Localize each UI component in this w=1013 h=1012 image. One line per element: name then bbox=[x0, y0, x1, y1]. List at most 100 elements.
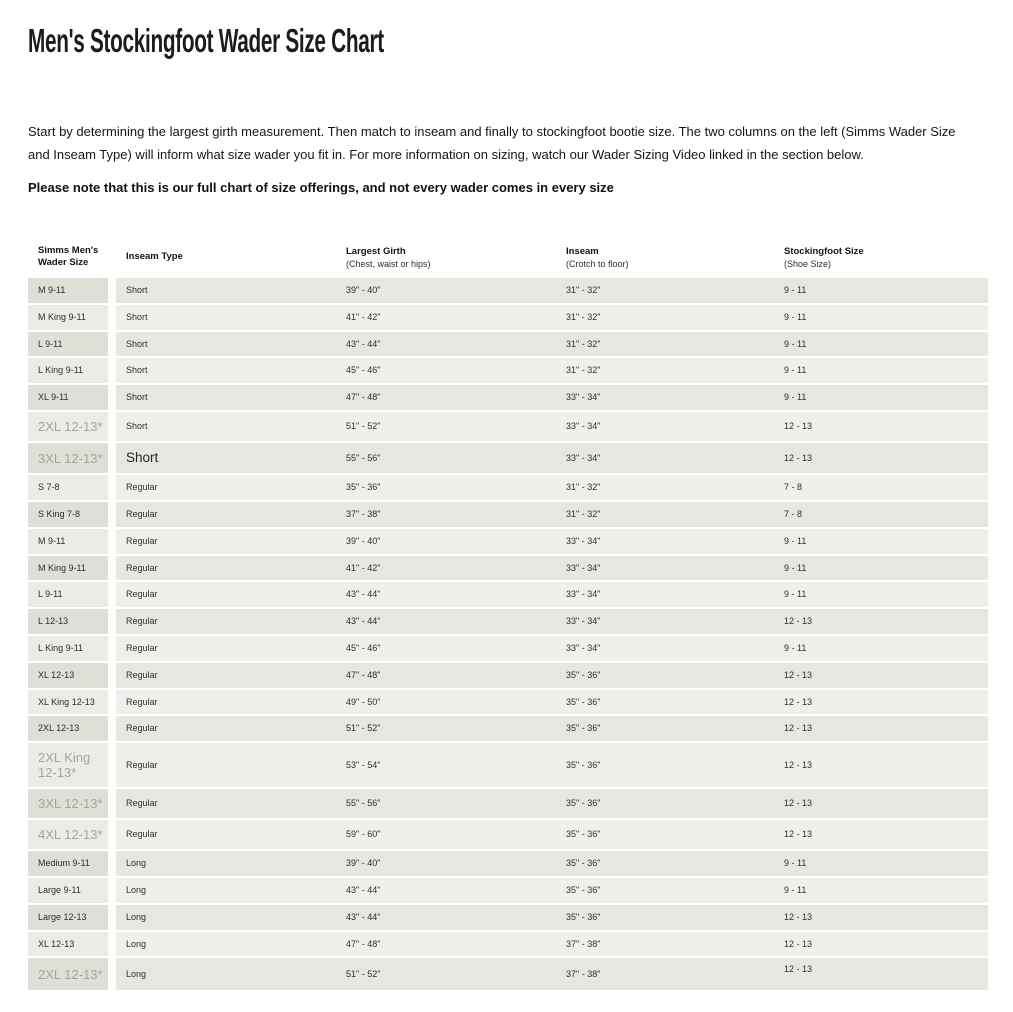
cell-largest-girth: 41" - 42" bbox=[336, 304, 556, 330]
cell-wader-size: XL 12-13 bbox=[28, 662, 116, 688]
cell-inseam-type: Regular bbox=[116, 716, 336, 742]
header-wader-size-label: Simms Men's Wader Size bbox=[38, 245, 99, 268]
cell-inseam-type: Short bbox=[116, 304, 336, 330]
cell-inseam: 33" - 34" bbox=[556, 385, 774, 410]
cell-inseam-type: Short bbox=[116, 358, 336, 384]
cell-wader-size: 2XL 12-13 bbox=[28, 716, 116, 742]
cell-inseam: 33" - 34" bbox=[556, 411, 774, 441]
cell-inseam-type: Regular bbox=[116, 555, 336, 581]
cell-wader-size: L 9-11 bbox=[28, 331, 116, 357]
cell-stockingfoot-size: 12 - 13 bbox=[774, 743, 988, 788]
cell-inseam: 35" - 36" bbox=[556, 820, 774, 850]
table-row: XL 12-13 Long 47" - 48" 37" - 38" 12 - 13 bbox=[28, 931, 988, 957]
cell-inseam: 31" - 32" bbox=[556, 475, 774, 500]
cell-wader-size: L King 9-11 bbox=[28, 635, 116, 661]
cell-largest-girth: 43" - 44" bbox=[336, 904, 556, 930]
table-row: 2XL 12-13* Short 51" - 52" 33" - 34" 12 - 13 bbox=[28, 411, 988, 441]
cell-stockingfoot-size: 12 - 13 bbox=[774, 931, 988, 957]
cell-wader-size: 2XL 12-13* bbox=[28, 411, 116, 441]
cell-wader-size: Large 12-13 bbox=[28, 904, 116, 930]
cell-inseam-type: Short bbox=[116, 331, 336, 357]
table-row: Medium 9-11 Long 39" - 40" 35" - 36" 9 - 11 bbox=[28, 851, 988, 876]
table-row: M King 9-11 Regular 41" - 42" 33" - 34" 9 - … bbox=[28, 555, 988, 581]
header-inseam-type: Inseam Type bbox=[116, 245, 336, 276]
header-wader-size: Simms Men's Wader Size bbox=[28, 245, 116, 276]
cell-stockingfoot-size: 9 - 11 bbox=[774, 385, 988, 410]
cell-inseam-type: Short bbox=[116, 385, 336, 410]
cell-wader-size: M King 9-11 bbox=[28, 555, 116, 581]
table-row: 2XL 12-13 Regular 51" - 52" 35" - 36" 12 - 1… bbox=[28, 716, 988, 742]
cell-inseam: 31" - 32" bbox=[556, 331, 774, 357]
cell-inseam-type: Regular bbox=[116, 662, 336, 688]
cell-largest-girth: 51" - 52" bbox=[336, 958, 556, 991]
cell-inseam-type: Regular bbox=[116, 689, 336, 715]
cell-wader-size: S 7-8 bbox=[28, 475, 116, 500]
cell-stockingfoot-size: 9 - 11 bbox=[774, 851, 988, 876]
cell-inseam: 31" - 32" bbox=[556, 304, 774, 330]
cell-stockingfoot-size: 12 - 13 bbox=[774, 904, 988, 930]
cell-inseam-type: Long bbox=[116, 904, 336, 930]
cell-largest-girth: 55" - 56" bbox=[336, 789, 556, 819]
cell-inseam: 31" - 32" bbox=[556, 358, 774, 384]
cell-inseam-type: Short bbox=[116, 411, 336, 441]
cell-inseam: 35" - 36" bbox=[556, 689, 774, 715]
cell-wader-size: Medium 9-11 bbox=[28, 851, 116, 876]
table-row: S 7-8 Regular 35" - 36" 31" - 32" 7 - 8 bbox=[28, 475, 988, 500]
cell-inseam-type: Regular bbox=[116, 635, 336, 661]
cell-inseam-type: Regular bbox=[116, 820, 336, 850]
table-row: L 9-11 Short 43" - 44" 31" - 32" 9 - 11 bbox=[28, 331, 988, 357]
cell-inseam: 33" - 34" bbox=[556, 442, 774, 474]
cell-wader-size: S King 7-8 bbox=[28, 501, 116, 527]
cell-inseam: 33" - 34" bbox=[556, 582, 774, 608]
cell-wader-size: XL 12-13 bbox=[28, 931, 116, 957]
cell-stockingfoot-size: 12 - 13 bbox=[774, 689, 988, 715]
table-row: L King 9-11 Regular 45" - 46" 33" - 34" 9 - … bbox=[28, 635, 988, 661]
cell-largest-girth: 37" - 38" bbox=[336, 501, 556, 527]
cell-inseam: 35" - 36" bbox=[556, 877, 774, 903]
cell-largest-girth: 41" - 42" bbox=[336, 555, 556, 581]
header-inseam-sub: (Crotch to floor) bbox=[566, 258, 629, 269]
cell-wader-size: M 9-11 bbox=[28, 278, 116, 303]
cell-wader-size: L 12-13 bbox=[28, 609, 116, 634]
cell-stockingfoot-size: 9 - 11 bbox=[774, 528, 988, 554]
cell-inseam: 33" - 34" bbox=[556, 528, 774, 554]
cell-largest-girth: 39" - 40" bbox=[336, 278, 556, 303]
cell-wader-size: XL King 12-13 bbox=[28, 689, 116, 715]
cell-stockingfoot-size: 9 - 11 bbox=[774, 278, 988, 303]
cell-inseam-type: Regular bbox=[116, 528, 336, 554]
cell-inseam: 37" - 38" bbox=[556, 958, 774, 991]
cell-inseam: 35" - 36" bbox=[556, 743, 774, 788]
cell-inseam: 31" - 32" bbox=[556, 278, 774, 303]
header-row: Simms Men's Wader Size Inseam Type Large… bbox=[28, 245, 988, 276]
cell-largest-girth: 45" - 46" bbox=[336, 358, 556, 384]
table-row: Large 12-13 Long 43" - 44" 35" - 36" 12 - 13 bbox=[28, 904, 988, 930]
cell-wader-size: M King 9-11 bbox=[28, 304, 116, 330]
header-stockingfoot-size-label: Stockingfoot Size bbox=[784, 245, 864, 257]
cell-inseam: 33" - 34" bbox=[556, 635, 774, 661]
table-row: M 9-11 Regular 39" - 40" 33" - 34" 9 - 11 bbox=[28, 528, 988, 554]
table-row: L King 9-11 Short 45" - 46" 31" - 32" 9 - 11 bbox=[28, 358, 988, 384]
cell-wader-size: L King 9-11 bbox=[28, 358, 116, 384]
cell-inseam-type: Long bbox=[116, 851, 336, 876]
header-inseam: Inseam (Crotch to floor) bbox=[556, 245, 774, 276]
cell-inseam: 37" - 38" bbox=[556, 931, 774, 957]
cell-inseam-type: Regular bbox=[116, 582, 336, 608]
cell-inseam-type: Long bbox=[116, 958, 336, 991]
cell-inseam-type: Long bbox=[116, 877, 336, 903]
table-row: XL King 12-13 Regular 49" - 50" 35" - 36" 12… bbox=[28, 689, 988, 715]
cell-largest-girth: 47" - 48" bbox=[336, 385, 556, 410]
cell-largest-girth: 43" - 44" bbox=[336, 331, 556, 357]
cell-inseam: 33" - 34" bbox=[556, 609, 774, 634]
cell-largest-girth: 39" - 40" bbox=[336, 528, 556, 554]
cell-largest-girth: 39" - 40" bbox=[336, 851, 556, 876]
cell-wader-size: M 9-11 bbox=[28, 528, 116, 554]
cell-stockingfoot-size: 12 - 13 bbox=[774, 958, 988, 991]
size-offerings-note: Please note that this is our full chart … bbox=[28, 180, 614, 195]
header-largest-girth: Largest Girth (Chest, waist or hips) bbox=[336, 245, 556, 276]
cell-inseam: 33" - 34" bbox=[556, 555, 774, 581]
table-row: L 12-13 Regular 43" - 44" 33" - 34" 12 - 13 bbox=[28, 609, 988, 634]
cell-inseam-type: Regular bbox=[116, 789, 336, 819]
cell-largest-girth: 43" - 44" bbox=[336, 877, 556, 903]
cell-stockingfoot-size: 9 - 11 bbox=[774, 877, 988, 903]
